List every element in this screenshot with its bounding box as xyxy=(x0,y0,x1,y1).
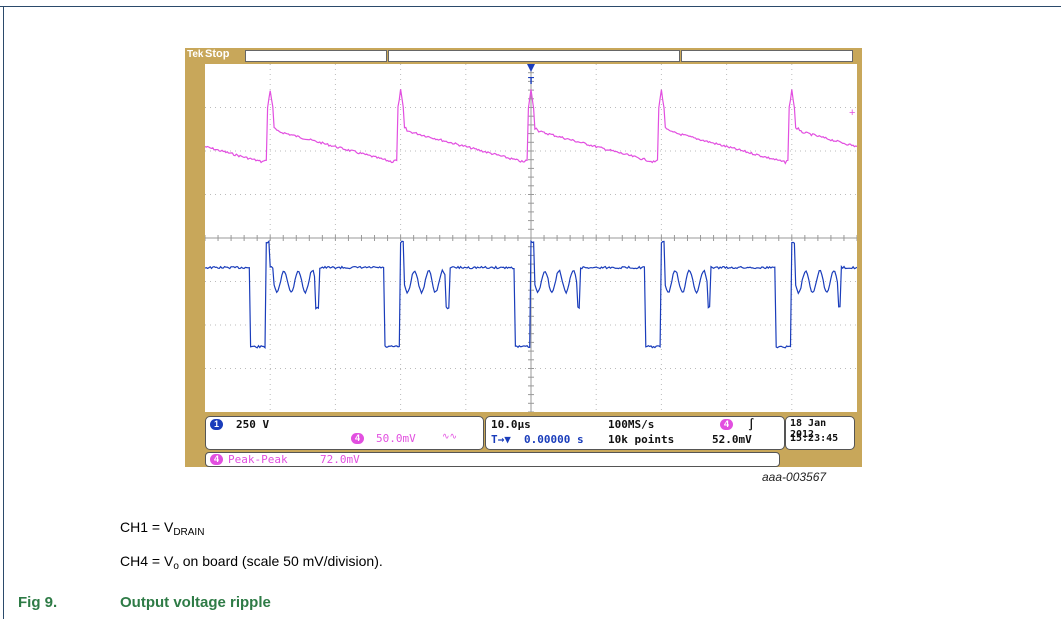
graticule xyxy=(204,63,858,413)
ch1-scale: 250 V xyxy=(236,418,270,431)
acquisition-status: Stop xyxy=(205,48,230,60)
tek-logo: Tek xyxy=(187,49,204,60)
record-bar-window xyxy=(388,50,680,62)
figure-number: Fig 9. xyxy=(18,594,58,611)
trigger-level: 52.0mV xyxy=(712,433,752,446)
trigger-edge-icon: ∫ xyxy=(748,418,755,431)
channel-readout: 1 250 V 4 50.0mV ∿∿ xyxy=(205,416,484,450)
image-code: aaa-003567 xyxy=(762,470,827,484)
caption-line-2-sub: o xyxy=(173,561,179,572)
capture-time: 15:23:45 xyxy=(790,433,839,444)
caption-line-1-text: CH1 = V xyxy=(120,519,174,535)
measurement-ch4-badge: 4 xyxy=(210,454,224,465)
ch4-bandwidth: ∿∿ xyxy=(442,432,458,442)
frame-top-line xyxy=(0,6,1061,7)
ch1-trace xyxy=(204,239,858,350)
oscilloscope-screenshot: Tek Stop T + 1 250 V 4 50.0mV ∿∿ 10.0µs T… xyxy=(184,48,862,467)
trigger-source-badge: 4 xyxy=(720,419,734,430)
record-bar-right xyxy=(681,50,853,62)
delay-marker-icon: T→▼ xyxy=(491,433,511,446)
caption-line-2-text: CH4 = V xyxy=(120,553,174,569)
record-length: 10k points xyxy=(608,433,675,446)
scope-title-strip: Tek Stop xyxy=(185,48,862,64)
capture-date: 18 Jan 2012 xyxy=(790,418,827,440)
record-bar-left xyxy=(245,50,387,62)
measurement-readout: 4 Peak-Peak 72.0mV xyxy=(205,452,780,467)
timebase-readout: 10.0µs T→▼ 0.00000 s 100MS/s 10k points … xyxy=(485,416,785,450)
caption-line-2-suffix: on board (scale 50 mV/division). xyxy=(178,553,383,569)
caption-line-2: CH4 = Vo on board (scale 50 mV/division)… xyxy=(120,553,383,572)
timebase-value: 10.0µs xyxy=(491,418,531,431)
trigger-marker-label: T xyxy=(528,76,534,87)
ch4-trace xyxy=(204,89,858,165)
measurement-value: 72.0mV xyxy=(320,453,360,466)
waveform-traces xyxy=(204,89,858,350)
frame-left-line xyxy=(3,6,4,619)
ch4-scale: 50.0mV xyxy=(376,432,416,445)
caption-line-1: CH1 = VDRAIN xyxy=(120,519,204,538)
ch4-badge: 4 xyxy=(351,433,365,444)
trigger-level-marker: + xyxy=(849,107,855,119)
scope-display: T + xyxy=(184,63,858,413)
trigger-position-marker xyxy=(527,64,535,72)
caption-line-1-sub: DRAIN xyxy=(173,527,205,538)
sample-rate: 100MS/s xyxy=(608,418,655,431)
delay-value: 0.00000 s xyxy=(524,433,584,446)
figure-title: Output voltage ripple xyxy=(120,594,271,611)
ch1-badge: 1 xyxy=(210,419,224,430)
measurement-label: Peak-Peak xyxy=(228,453,288,466)
waveform-plot: T+ xyxy=(184,63,858,413)
datetime-readout: 18 Jan 2012 15:23:45 xyxy=(785,416,855,450)
